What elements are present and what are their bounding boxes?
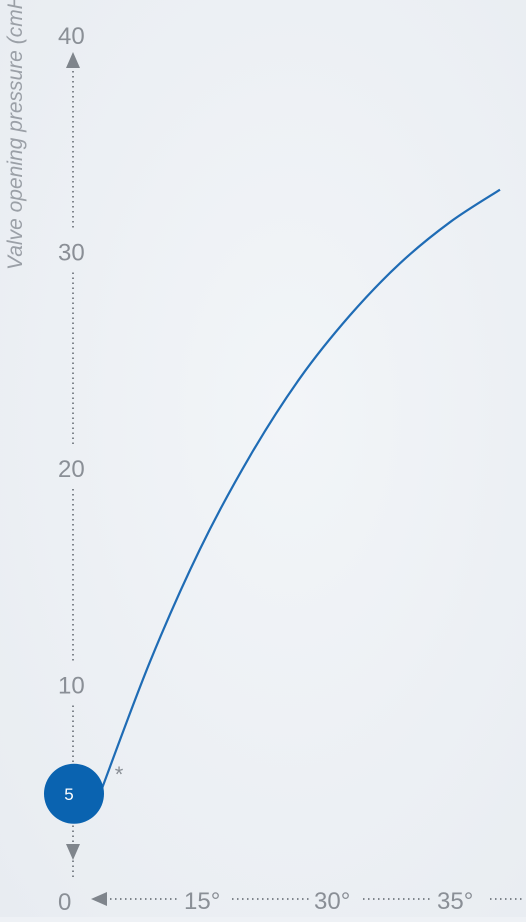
- y-tick-label: 30: [58, 240, 85, 267]
- start-marker-annotation: *: [115, 762, 124, 787]
- x-axis-arrow-left: [91, 892, 107, 906]
- x-tick-label: 15°: [184, 888, 220, 915]
- x-tick-labels: 15° 30° 35°: [184, 888, 473, 915]
- x-tick-label: 35°: [437, 888, 473, 915]
- start-marker-circle: [44, 763, 104, 824]
- x-tick-label: 30°: [314, 888, 350, 915]
- y-axis-arrow-up: [66, 52, 80, 68]
- y-tick-label: 10: [58, 673, 85, 700]
- y-tick-label: 0: [58, 889, 71, 916]
- y-tick-label: 40: [58, 23, 85, 50]
- series-line: [98, 188, 501, 795]
- y-tick-labels: 0 10 20 30 40: [58, 23, 85, 916]
- y-axis-title-main: Valve opening pressure (cmH: [4, 0, 27, 270]
- y-tick-label: 20: [58, 456, 85, 483]
- y-axis-title: Valve opening pressure (cmH2O): [4, 0, 31, 270]
- start-value-marker: 5 *: [44, 762, 124, 824]
- start-marker-label: 5: [64, 785, 73, 804]
- y-axis-arrow-down: [66, 844, 80, 860]
